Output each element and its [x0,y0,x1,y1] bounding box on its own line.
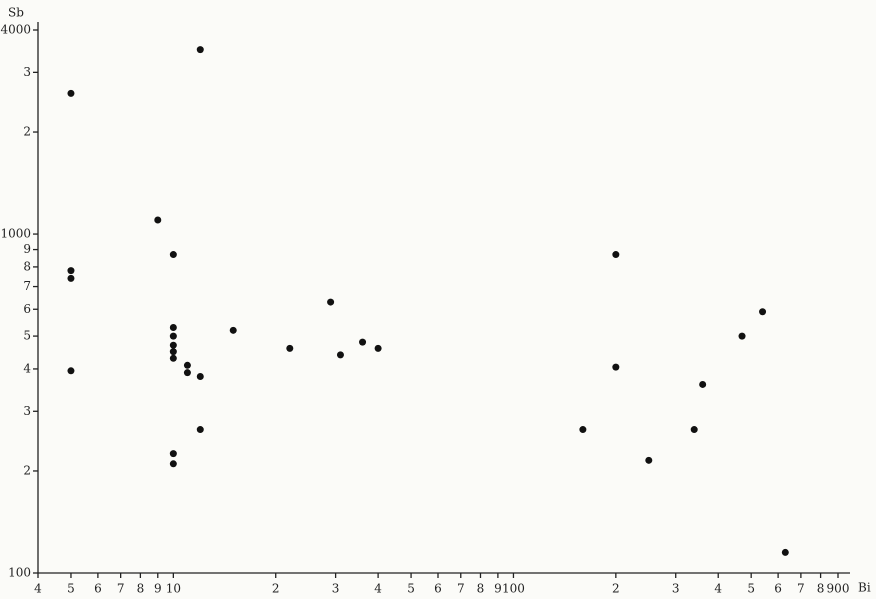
x-tick-label: 6 [94,582,102,596]
point [183,361,191,369]
x-tick-label: 7 [457,582,465,596]
x-tick-label: 2 [612,582,620,596]
point [169,341,177,349]
point [196,46,204,54]
x-tick-label: 5 [67,582,75,596]
point [169,251,177,259]
x-tick-label: 10 [166,582,181,596]
y-axis-label: Sb [8,6,24,20]
point [759,308,767,316]
point [579,426,587,434]
point [738,332,746,340]
y-tick-label: 3 [23,404,31,418]
x-tick-label: 6 [434,582,442,596]
y-tick-label: 100 [8,566,31,580]
point [169,324,177,332]
point [67,89,75,97]
x-tick-label: 3 [672,582,680,596]
x-tick-label: 4 [34,582,42,596]
x-tick-label: 2 [272,582,280,596]
x-tick-label: 7 [797,582,805,596]
point [645,456,653,464]
point [690,426,698,434]
x-tick-label: 8 [817,582,825,596]
point [67,367,75,375]
point [359,338,367,346]
point [612,251,620,259]
y-tick-label: 4000 [0,23,31,37]
point [374,344,382,352]
x-axis-label: Bi [858,581,871,595]
x-tick-label: 9 [494,582,502,596]
point [67,267,75,275]
x-tick-label: 5 [747,582,755,596]
x-tick-label: 4 [374,582,382,596]
y-tick-label: 1000 [0,227,31,241]
x-tick-label: 8 [477,582,485,596]
point [169,460,177,468]
point [781,548,789,556]
y-tick-label: 2 [23,125,31,139]
point [612,363,620,371]
point [699,380,707,388]
point [67,274,75,282]
x-tick-label: 7 [117,582,125,596]
point [196,372,204,380]
point [169,348,177,356]
y-tick-label: 2 [23,463,31,477]
x-tick-label: 9 [154,582,162,596]
point [183,369,191,377]
y-tick-label: 4 [23,361,31,375]
point [169,354,177,362]
point [229,326,237,334]
point [154,216,162,224]
y-tick-label: 3 [23,65,31,79]
x-tick-label: 4 [714,582,722,596]
point [327,298,335,306]
x-tick-label: 8 [137,582,145,596]
y-tick-label: 6 [23,302,31,316]
y-tick-label: 7 [23,279,31,293]
x-tick-label: 100 [502,582,525,596]
x-tick-label: 6 [774,582,782,596]
y-tick-label: 8 [23,259,31,273]
y-tick-label: 5 [23,329,31,343]
x-tick-label: 5 [407,582,415,596]
point [196,426,204,434]
point [336,351,344,359]
y-tick-label: 9 [23,242,31,256]
point [169,332,177,340]
x-tick-label: 3 [332,582,340,596]
point [169,450,177,458]
point [286,344,294,352]
x-tick-label: 900 [827,582,850,596]
